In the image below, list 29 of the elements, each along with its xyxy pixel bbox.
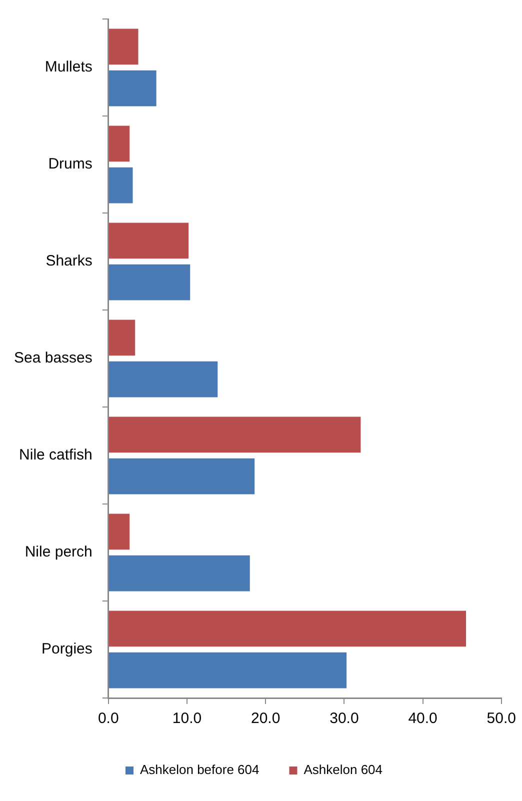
y-tick-label: Sharks <box>46 252 92 270</box>
bar <box>108 222 189 259</box>
bar <box>108 458 255 494</box>
x-tick-label: 40.0 <box>408 710 438 728</box>
y-tick-label: Drums <box>48 156 92 173</box>
bar <box>108 361 218 398</box>
bar <box>108 264 190 300</box>
bar <box>108 126 130 162</box>
x-tick-label: 20.0 <box>250 710 280 728</box>
x-tick-label: 30.0 <box>330 710 359 728</box>
bar <box>108 28 138 65</box>
y-tick-label: Porgies <box>42 640 92 658</box>
bar <box>108 652 347 688</box>
bar <box>108 610 466 647</box>
legend-label: Ashkelon 604 <box>304 762 383 778</box>
legend-label: Ashkelon before 604 <box>140 762 260 778</box>
y-tick-label: Nile perch <box>24 544 92 561</box>
x-tick-label: 10.0 <box>172 710 202 728</box>
x-tick-label: 0.0 <box>98 710 119 728</box>
bar <box>108 70 156 106</box>
bar <box>108 514 130 550</box>
y-tick-label: Nile catfish <box>19 446 92 464</box>
bar <box>108 320 136 356</box>
x-tick-label: 50.0 <box>486 710 516 728</box>
bar <box>108 167 133 204</box>
y-tick-label: Mullets <box>44 58 92 76</box>
bar <box>108 555 250 592</box>
y-tick-label: Sea basses <box>14 350 92 367</box>
bar <box>108 416 361 453</box>
